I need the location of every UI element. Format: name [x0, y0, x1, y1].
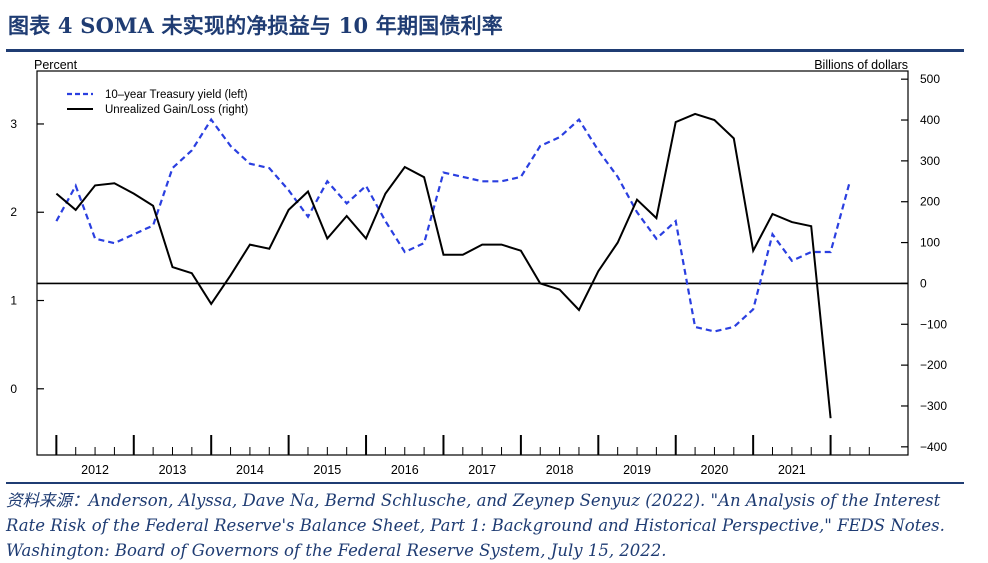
legend-gain-loss-label: Unrealized Gain/Loss (right)	[105, 104, 248, 116]
right-tick-label: 100	[920, 236, 940, 250]
x-tick-label: 2014	[236, 463, 264, 477]
source-rule	[6, 482, 964, 484]
plot-frame	[36, 70, 909, 456]
left-axis-label: Percent	[34, 58, 78, 72]
yield-line	[55, 117, 851, 333]
title-rule	[6, 49, 964, 52]
right-axis-label: Billions of dollars	[814, 58, 908, 72]
x-tick-label: 2019	[623, 463, 651, 477]
x-tick-label: 2012	[81, 463, 109, 477]
x-tick-label: 2020	[701, 463, 729, 477]
right-tick-label: −400	[920, 440, 947, 454]
right-tick-label: −300	[920, 399, 947, 413]
x-tick-label: 2015	[313, 463, 341, 477]
left-tick-label: 2	[10, 205, 17, 219]
legend: 10–year Treasury yield (left) Unrealized …	[67, 89, 248, 116]
gain-loss-line	[55, 112, 832, 419]
plot-border	[36, 70, 909, 456]
right-tick-label: −200	[920, 358, 947, 372]
series-layer	[55, 112, 851, 419]
left-tick-label: 1	[10, 294, 17, 308]
right-tick-label: 300	[920, 154, 940, 168]
x-tick-label: 2017	[468, 463, 496, 477]
right-tick-label: −100	[920, 317, 947, 331]
x-tick-label: 2021	[778, 463, 806, 477]
chart-title: 图表 4 SOMA 未实现的净损益与 10 年期国债利率	[8, 13, 503, 38]
x-tick-label: 2016	[391, 463, 419, 477]
axes: Percent Billions of dollars 0 1 2 3 −400 −300 −2…	[10, 58, 947, 477]
legend-yield-label: 10–year Treasury yield (left)	[105, 89, 248, 101]
chart: Percent Billions of dollars 0 1 2 3 −400 −300 −2…	[10, 58, 947, 477]
x-tick-label: 2013	[159, 463, 187, 477]
right-tick-label: 200	[920, 195, 940, 209]
right-tick-label: 500	[920, 72, 940, 86]
left-tick-label: 0	[10, 382, 17, 396]
x-tick-label: 2018	[546, 463, 574, 477]
right-tick-label: 0	[920, 276, 927, 290]
left-tick-label: 3	[10, 117, 17, 131]
right-tick-label: 400	[920, 113, 940, 127]
source-note: 资料来源：Anderson, Alyssa, Dave Na, Bernd Sc…	[6, 491, 945, 560]
